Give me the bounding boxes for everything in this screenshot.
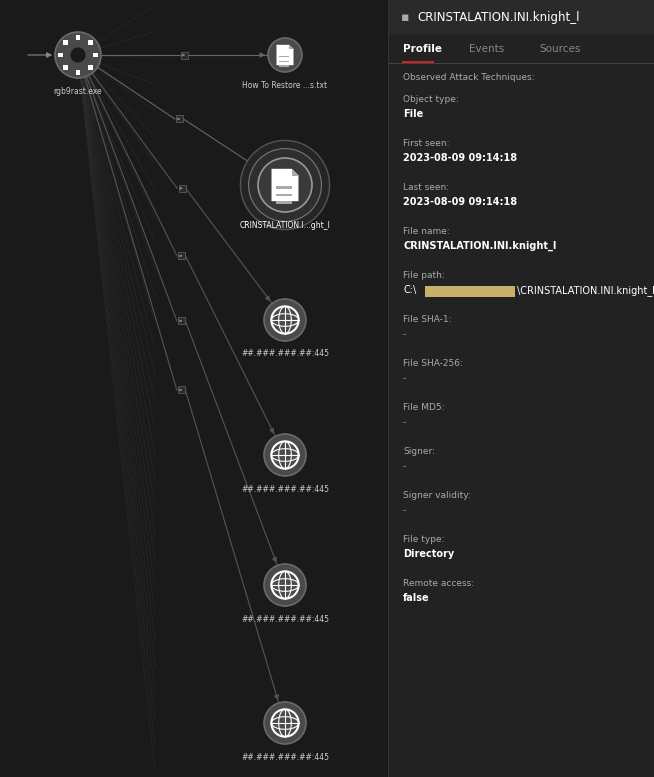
Circle shape — [241, 141, 330, 229]
Text: CRINSTALATION.I...ght_l: CRINSTALATION.I...ght_l — [239, 221, 330, 229]
Bar — [93, 53, 97, 57]
Text: Remote access:: Remote access: — [403, 579, 474, 588]
Text: ##.###.###.##:445: ##.###.###.##:445 — [241, 350, 329, 358]
Text: -: - — [403, 461, 407, 471]
Bar — [179, 185, 186, 192]
Bar — [179, 386, 185, 393]
Text: File path:: File path: — [403, 271, 445, 280]
Bar — [177, 116, 183, 123]
Text: -: - — [403, 373, 407, 383]
Polygon shape — [289, 45, 294, 49]
Text: Sources: Sources — [539, 44, 580, 54]
Text: ##.###.###.##:445: ##.###.###.##:445 — [241, 485, 329, 493]
Bar — [389, 63, 654, 64]
Bar — [275, 194, 292, 196]
Text: File: File — [403, 109, 423, 119]
Bar — [179, 253, 186, 260]
Bar — [389, 0, 654, 35]
Text: File type:: File type: — [403, 535, 445, 544]
Bar — [279, 65, 289, 67]
Bar — [389, 35, 654, 63]
Bar — [402, 61, 434, 63]
Text: File MD5:: File MD5: — [403, 403, 445, 412]
Text: ▪: ▪ — [401, 11, 409, 24]
Bar — [75, 35, 80, 40]
Bar — [179, 318, 185, 325]
Bar — [279, 56, 289, 57]
Bar — [88, 40, 93, 45]
Bar — [181, 51, 188, 58]
Text: -: - — [403, 329, 407, 339]
Text: Events: Events — [469, 44, 504, 54]
Circle shape — [264, 434, 306, 476]
Polygon shape — [271, 169, 298, 201]
Text: -: - — [403, 505, 407, 515]
Bar — [275, 186, 292, 189]
Bar — [63, 64, 68, 70]
Text: CRINSTALATION.INI.knight_l: CRINSTALATION.INI.knight_l — [403, 241, 557, 251]
Text: Observed Attack Techniques:: Observed Attack Techniques: — [403, 73, 534, 82]
Bar — [63, 40, 68, 45]
Bar — [388, 0, 389, 777]
Polygon shape — [292, 169, 298, 176]
Bar — [93, 53, 97, 57]
Text: Signer validity:: Signer validity: — [403, 491, 471, 500]
Text: ##.###.###.##:445: ##.###.###.##:445 — [241, 615, 329, 623]
Text: File name:: File name: — [403, 227, 450, 236]
Text: Profile: Profile — [403, 44, 442, 54]
Text: 2023-08-09 09:14:18: 2023-08-09 09:14:18 — [403, 153, 517, 163]
Text: ##.###.###.##:445: ##.###.###.##:445 — [241, 752, 329, 761]
Circle shape — [55, 32, 101, 78]
Circle shape — [249, 148, 322, 221]
Circle shape — [71, 47, 86, 63]
Text: Last seen:: Last seen: — [403, 183, 449, 192]
Circle shape — [264, 702, 306, 744]
Text: File SHA-1:: File SHA-1: — [403, 315, 451, 324]
Text: \CRINSTALATION.INI.knight_l: \CRINSTALATION.INI.knight_l — [517, 285, 654, 296]
Circle shape — [264, 299, 306, 341]
Bar — [389, 0, 654, 777]
Text: Signer:: Signer: — [403, 447, 435, 456]
Circle shape — [268, 38, 302, 72]
Text: 2023-08-09 09:14:18: 2023-08-09 09:14:18 — [403, 197, 517, 207]
Bar — [279, 61, 289, 62]
Bar — [275, 201, 292, 204]
Text: false: false — [403, 593, 430, 603]
Bar — [88, 64, 93, 70]
Text: C:\: C:\ — [403, 285, 416, 295]
Bar — [58, 53, 63, 57]
Bar — [75, 70, 80, 75]
Circle shape — [264, 564, 306, 606]
Text: First seen:: First seen: — [403, 139, 449, 148]
Text: File SHA-256:: File SHA-256: — [403, 359, 463, 368]
Circle shape — [258, 158, 312, 212]
Bar — [425, 286, 515, 297]
Text: CRINSTALATION.INI.knight_l: CRINSTALATION.INI.knight_l — [417, 11, 579, 24]
Text: -: - — [403, 417, 407, 427]
Text: How To Restore ...s.txt: How To Restore ...s.txt — [243, 81, 328, 89]
Text: Directory: Directory — [403, 549, 455, 559]
Text: rgb9rast.exe: rgb9rast.exe — [54, 86, 102, 96]
Polygon shape — [277, 45, 294, 65]
Bar — [0, 0, 389, 777]
Text: Object type:: Object type: — [403, 95, 458, 104]
